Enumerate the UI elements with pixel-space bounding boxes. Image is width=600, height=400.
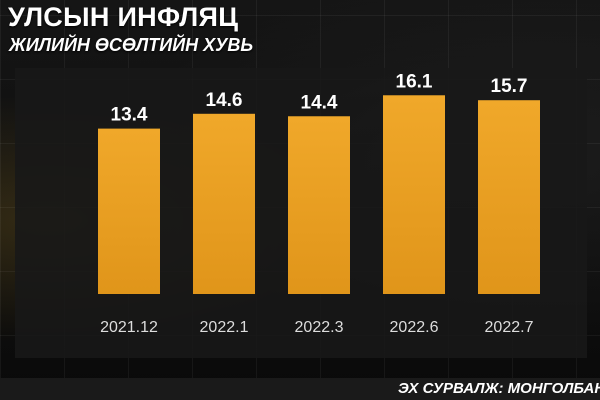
data-label: 13.4 <box>111 105 148 126</box>
x-tick-label: 2022.7 <box>485 319 534 336</box>
bar-2022.6 <box>383 95 445 294</box>
x-tick-label: 2022.6 <box>390 319 439 336</box>
source-text: ЭХ СУРВАЛЖ: МОНГОЛБАНК <box>398 380 600 397</box>
bar-2022.1 <box>193 113 255 294</box>
source-bar <box>0 378 600 400</box>
chart-subtitle: ЖИЛИЙН ӨСӨЛТИЙН ХУВЬ <box>9 35 254 55</box>
x-tick-label: 2022.1 <box>200 319 249 336</box>
x-tick-label: 2022.3 <box>295 319 344 336</box>
bar-2022.7 <box>478 100 540 294</box>
chart-title: УЛСЫН ИНФЛЯЦ <box>8 2 239 32</box>
x-tick-label: 2021.12 <box>100 319 158 336</box>
data-label: 14.4 <box>301 92 338 113</box>
data-label: 16.1 <box>396 71 433 92</box>
chart-panel: 13.4 2021.12 14.6 2022.1 14.4 2022.3 16.1 2022.… <box>15 68 587 358</box>
data-label: 15.7 <box>491 76 528 97</box>
bar-2022.3 <box>288 116 350 295</box>
bar-2021.12 <box>98 128 160 294</box>
bar-chart: 13.4 2021.12 14.6 2022.1 14.4 2022.3 16.1 2022.… <box>98 71 540 336</box>
data-label: 14.6 <box>206 90 243 111</box>
